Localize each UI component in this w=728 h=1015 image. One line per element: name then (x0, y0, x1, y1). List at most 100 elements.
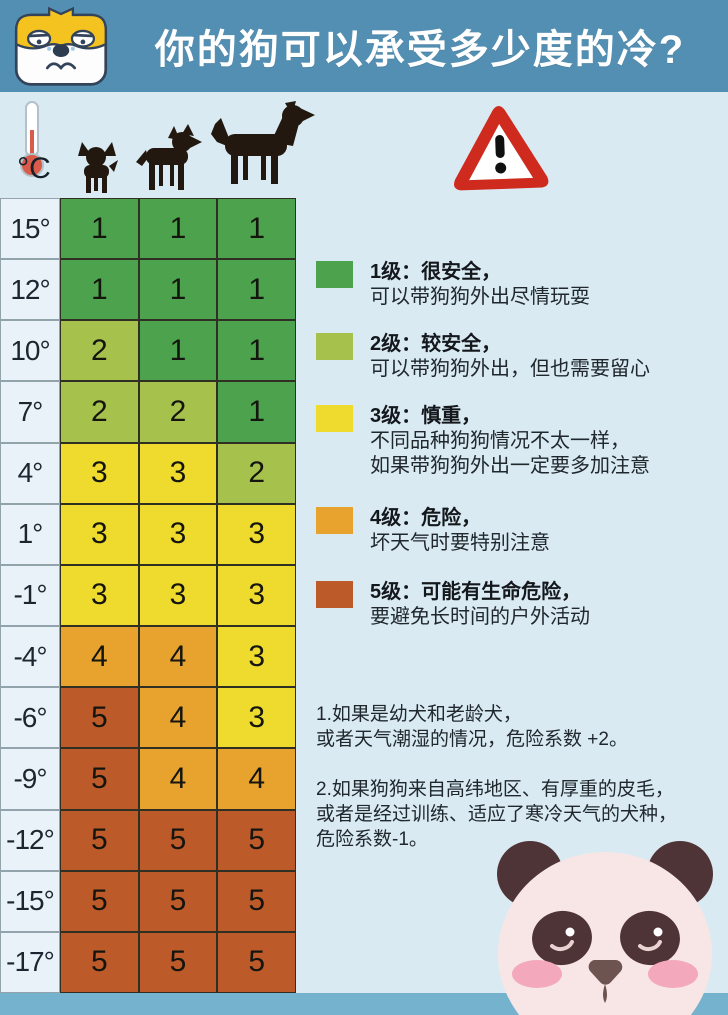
table-row: 4° 3 3 2 (0, 442, 296, 504)
legend-level-label: 4级：危险， (370, 507, 482, 529)
risk-cell: 4 (138, 687, 218, 749)
header-bar: 你的狗可以承受多少度的冷? (0, 0, 728, 92)
legend-text: 3级：慎重， 不同品种狗狗情况不太一样， 如果带狗狗外出一定要多加注意 (370, 404, 650, 479)
temperature-label: 1° (0, 503, 60, 565)
risk-cell: 3 (217, 687, 296, 749)
risk-cell: 5 (60, 809, 139, 871)
legend-text: 1级：很安全， 可以带狗狗外出尽情玩耍 (370, 260, 590, 310)
temperature-label: -4° (0, 626, 60, 688)
temperature-label: -1° (0, 564, 60, 627)
warning-triangle-icon (454, 106, 549, 191)
legend-swatch-level-1 (316, 261, 353, 288)
legend-item-level-5: 5级：可能有生命危险， 要避免长时间的户外活动 (316, 580, 590, 630)
risk-cell: 1 (217, 320, 296, 382)
legend-desc: 可以带狗狗外出尽情玩耍 (370, 286, 590, 308)
temperature-label: 15° (0, 198, 60, 260)
temperature-label: 7° (0, 381, 60, 443)
legend-item-level-4: 4级：危险， 坏天气时要特别注意 (316, 506, 550, 556)
table-row: -4° 4 4 3 (0, 626, 296, 688)
legend-item-level-1: 1级：很安全， 可以带狗狗外出尽情玩耍 (316, 260, 590, 310)
temperature-label: -15° (0, 870, 60, 932)
risk-cell: 1 (138, 259, 218, 321)
legend-level-label: 2级：较安全， (370, 333, 502, 355)
table-row: 15° 1 1 1 (0, 198, 296, 260)
risk-cell: 3 (60, 442, 139, 504)
table-row: -9° 5 4 4 (0, 748, 296, 810)
table-row: 10° 2 1 1 (0, 320, 296, 382)
legend-level-label: 1级：很安全， (370, 261, 502, 283)
risk-cell: 5 (60, 687, 139, 749)
thermometer-icon (20, 101, 44, 177)
temperature-label: -12° (0, 809, 60, 871)
note-2: 2.如果狗狗来自高纬地区、有厚重的皮毛， 或者是经过训练、适应了寒冷天气的犬种，… (316, 779, 678, 850)
risk-cell: 3 (60, 503, 139, 565)
risk-cell: 5 (217, 870, 296, 932)
legend-item-level-2: 2级：较安全， 可以带狗狗外出，但也需要留心 (316, 332, 650, 382)
risk-cell: 1 (138, 320, 218, 382)
risk-cell: 5 (217, 931, 296, 993)
legend-text: 5级：可能有生命危险， 要避免长时间的户外活动 (370, 580, 590, 630)
risk-cell: 1 (217, 259, 296, 321)
risk-cell: 2 (217, 442, 296, 504)
legend-swatch-level-3 (316, 405, 353, 432)
sad-dog-face-icon (14, 6, 108, 86)
legend-swatch-level-5 (316, 581, 353, 608)
legend-level-label: 5级：可能有生命危险， (370, 581, 582, 603)
table-row: 1° 3 3 3 (0, 503, 296, 565)
table-row: -17° 5 5 5 (0, 931, 296, 993)
risk-cell: 5 (138, 931, 218, 993)
temperature-unit-label: °C (17, 152, 51, 185)
risk-cell: 3 (217, 564, 296, 627)
note-1: 1.如果是幼犬和老龄犬， 或者天气潮湿的情况，危险系数 +2。 (316, 704, 628, 750)
table-row: -15° 5 5 5 (0, 870, 296, 932)
legend-desc: 可以带狗狗外出，但也需要留心 (370, 358, 650, 380)
temperature-label: 12° (0, 259, 60, 321)
legend-level-label: 3级：慎重， (370, 405, 482, 427)
risk-cell: 3 (217, 503, 296, 565)
risk-cell: 4 (138, 748, 218, 810)
risk-cell: 4 (217, 748, 296, 810)
temperature-label: 10° (0, 320, 60, 382)
legend-item-level-3: 3级：慎重， 不同品种狗狗情况不太一样， 如果带狗狗外出一定要多加注意 (316, 404, 650, 479)
temperature-label: -9° (0, 748, 60, 810)
risk-cell: 1 (217, 381, 296, 443)
risk-cell: 1 (60, 198, 139, 260)
risk-cell: 2 (60, 381, 139, 443)
legend-desc: 要避免长时间的户外活动 (370, 606, 590, 628)
risk-cell: 3 (138, 442, 218, 504)
page-title: 你的狗可以承受多少度的冷? (154, 28, 686, 72)
risk-cell: 3 (217, 626, 296, 688)
risk-cell: 2 (60, 320, 139, 382)
risk-cell: 5 (60, 931, 139, 993)
table-row: -12° 5 5 5 (0, 809, 296, 871)
risk-cell: 3 (138, 564, 218, 627)
risk-cell: 1 (138, 198, 218, 260)
table-row: -1° 3 3 3 (0, 564, 296, 627)
legend-text: 4级：危险， 坏天气时要特别注意 (370, 506, 550, 556)
risk-cell: 5 (138, 809, 218, 871)
small-dog-icon (78, 142, 118, 193)
temperature-label: -17° (0, 931, 60, 993)
risk-cell: 1 (60, 259, 139, 321)
risk-cell: 1 (217, 198, 296, 260)
risk-cell: 5 (217, 809, 296, 871)
risk-cell: 3 (60, 564, 139, 627)
panda-face-icon (497, 841, 713, 1015)
risk-cell: 5 (138, 870, 218, 932)
legend-desc: 不同品种狗狗情况不太一样， 如果带狗狗外出一定要多加注意 (370, 430, 650, 477)
medium-dog-icon (136, 124, 202, 190)
risk-cell: 3 (138, 503, 218, 565)
table-row: 12° 1 1 1 (0, 259, 296, 321)
risk-cell: 2 (138, 381, 218, 443)
legend-desc: 坏天气时要特别注意 (370, 532, 550, 554)
temperature-label: -6° (0, 687, 60, 749)
risk-cell: 4 (138, 626, 218, 688)
risk-cell: 5 (60, 748, 139, 810)
risk-cell: 5 (60, 870, 139, 932)
legend-text: 2级：较安全， 可以带狗狗外出，但也需要留心 (370, 332, 650, 382)
large-dog-icon (211, 101, 315, 184)
legend-swatch-level-4 (316, 507, 353, 534)
risk-cell: 4 (60, 626, 139, 688)
risk-table: 15° 1 1 1 12° 1 1 1 10° 2 1 1 7° 2 2 1 4° 3 3 2 1° 3 3 3 -1° 3 3 3-… (0, 198, 296, 993)
